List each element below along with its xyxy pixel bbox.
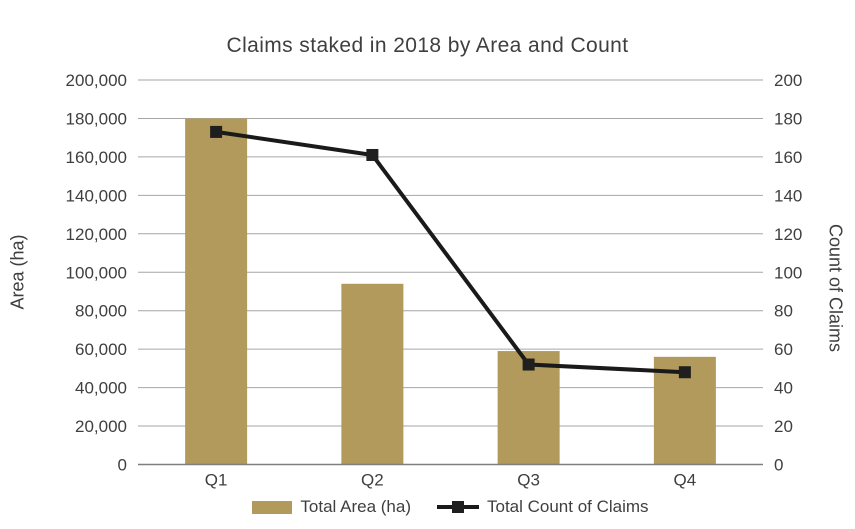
legend-item-total-count: Total Count of Claims bbox=[436, 497, 649, 517]
right-axis-tick: 200 bbox=[774, 71, 802, 90]
count-series-swatch bbox=[436, 501, 479, 513]
left-axis-tick: 40,000 bbox=[75, 379, 127, 398]
left-axis-tick: 180,000 bbox=[66, 109, 127, 128]
left-axis-tick: 120,000 bbox=[66, 225, 127, 244]
right-axis-tick: 160 bbox=[774, 148, 802, 167]
x-axis-label-q1: Q1 bbox=[205, 471, 228, 490]
x-axis-label-q2: Q2 bbox=[361, 471, 384, 490]
right-axis-tick: 180 bbox=[774, 109, 802, 128]
left-axis-tick: 100,000 bbox=[66, 263, 127, 282]
left-axis-tick: 20,000 bbox=[75, 417, 127, 436]
marker-q3 bbox=[522, 358, 535, 371]
square-marker-glyph bbox=[451, 501, 464, 513]
x-axis-label-q3: Q3 bbox=[517, 471, 540, 490]
x-axis-label-q4: Q4 bbox=[674, 471, 697, 490]
legend-item-total-area: Total Area (ha) bbox=[252, 497, 411, 517]
area-series-swatch bbox=[252, 500, 293, 514]
bar-q1 bbox=[185, 118, 248, 465]
right-axis-tick: 40 bbox=[774, 379, 793, 398]
right-axis-tick: 60 bbox=[774, 340, 793, 359]
bar-q2 bbox=[341, 283, 404, 465]
chart-title: Claims staked in 2018 by Area and Count bbox=[226, 34, 629, 57]
legend-label-total-count: Total Count of Claims bbox=[486, 497, 649, 516]
legend-label-total-area: Total Area (ha) bbox=[300, 497, 411, 516]
marker-q1 bbox=[210, 125, 223, 138]
right-axis-tick: 120 bbox=[774, 225, 802, 244]
left-axis-tick: 0 bbox=[118, 456, 127, 475]
right-axis-tick: 0 bbox=[774, 456, 783, 475]
right-axis-tick: 100 bbox=[774, 263, 802, 282]
right-axis-tick: 80 bbox=[774, 302, 793, 321]
left-axis-tick: 160,000 bbox=[66, 148, 127, 167]
count-line bbox=[215, 129, 685, 375]
marker-q4 bbox=[678, 366, 691, 379]
left-axis-tick: 200,000 bbox=[66, 71, 127, 90]
legend: Total Area (ha) Total Count of Claims bbox=[138, 497, 763, 517]
right-axis-tick: 20 bbox=[774, 417, 793, 436]
left-axis-tick: 80,000 bbox=[75, 302, 127, 321]
marker-q2 bbox=[366, 148, 379, 161]
left-axis-tick: 140,000 bbox=[66, 186, 127, 205]
right-axis-tick: 140 bbox=[774, 186, 802, 205]
left-axis-tick: 60,000 bbox=[75, 340, 127, 359]
